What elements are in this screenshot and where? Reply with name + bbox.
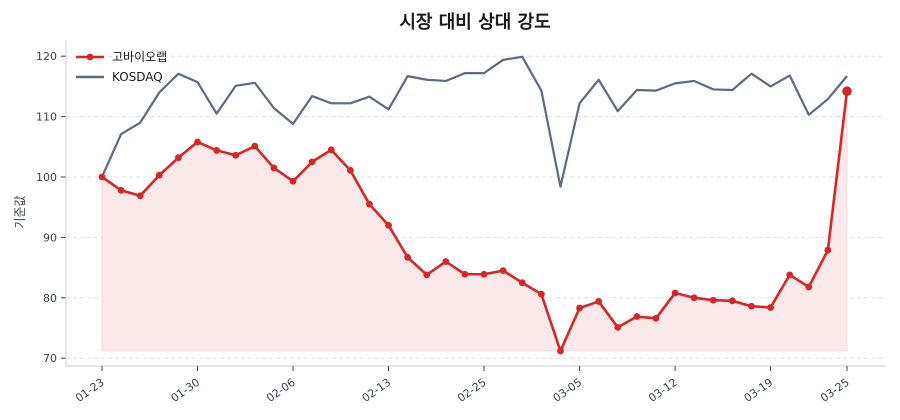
data-point-marker <box>251 142 259 150</box>
data-point-marker <box>289 177 297 185</box>
x-tick-label: 02-25 <box>455 376 489 405</box>
data-point-marker <box>709 296 717 304</box>
y-tick-label: 90 <box>43 231 57 244</box>
series-fill <box>101 91 848 353</box>
x-tick-label: 02-13 <box>360 376 394 405</box>
series-fill-area <box>101 91 848 353</box>
x-tick-label: 03-25 <box>818 376 852 405</box>
data-point-marker <box>155 171 163 179</box>
data-point-marker <box>461 270 469 278</box>
y-tick-label: 110 <box>36 111 57 124</box>
data-point-marker <box>194 138 201 146</box>
legend-label: KOSDAQ <box>112 70 163 84</box>
data-point-marker <box>557 347 564 355</box>
data-point-marker <box>346 166 354 174</box>
x-tick-label: 03-12 <box>646 376 680 405</box>
y-tick-label: 80 <box>43 292 57 305</box>
data-point-marker <box>480 270 488 278</box>
data-point-marker <box>767 304 774 311</box>
series-line-kosdaq <box>100 55 848 188</box>
series-line-gobiolab <box>101 91 849 353</box>
data-point-marker <box>366 200 373 208</box>
data-point-marker <box>748 302 755 310</box>
data-point-marker <box>404 253 412 261</box>
legend-label: 고바이오랩 <box>112 50 167 64</box>
data-point-marker <box>499 267 507 275</box>
series-lines <box>98 55 852 355</box>
y-tick-label: 120 <box>36 50 57 63</box>
last-point-marker <box>842 86 852 97</box>
data-point-marker <box>595 298 603 305</box>
x-tick-label: 03-19 <box>742 376 776 405</box>
data-point-marker <box>213 147 221 154</box>
data-point-marker <box>442 258 450 265</box>
data-point-marker <box>423 271 431 279</box>
legend-marker <box>86 53 94 61</box>
legend: 고바이오랩 KOSDAQ <box>76 50 167 84</box>
data-point-marker <box>786 271 794 279</box>
data-point-marker <box>805 283 813 291</box>
x-tick-label: 01-30 <box>169 376 203 405</box>
y-tick-label: 70 <box>43 352 57 365</box>
data-point-marker <box>614 323 622 331</box>
data-point-marker <box>98 173 106 181</box>
x-tick-label: 01-23 <box>73 376 107 405</box>
data-point-marker <box>671 289 679 297</box>
data-point-marker <box>652 314 660 322</box>
y-axis-label: 기준값 <box>13 195 27 228</box>
y-tick-label: 100 <box>36 171 57 184</box>
data-point-marker <box>576 304 583 312</box>
data-point-marker <box>385 221 392 229</box>
data-point-marker <box>633 313 641 320</box>
data-point-marker <box>690 294 698 302</box>
data-point-marker <box>728 297 736 305</box>
data-point-marker <box>327 146 335 154</box>
data-point-marker <box>537 290 545 298</box>
data-point-marker <box>518 279 526 287</box>
x-tick-label: 03-05 <box>551 376 585 405</box>
data-point-marker <box>232 151 240 159</box>
data-point-marker <box>136 192 144 200</box>
data-point-marker <box>117 186 125 194</box>
data-point-marker <box>175 154 182 162</box>
chart-title: 시장 대비 상대 강도 <box>399 12 550 33</box>
data-point-marker <box>824 246 832 254</box>
x-tick-label: 02-06 <box>264 376 298 405</box>
data-point-marker <box>270 164 278 172</box>
data-point-marker <box>308 158 316 166</box>
